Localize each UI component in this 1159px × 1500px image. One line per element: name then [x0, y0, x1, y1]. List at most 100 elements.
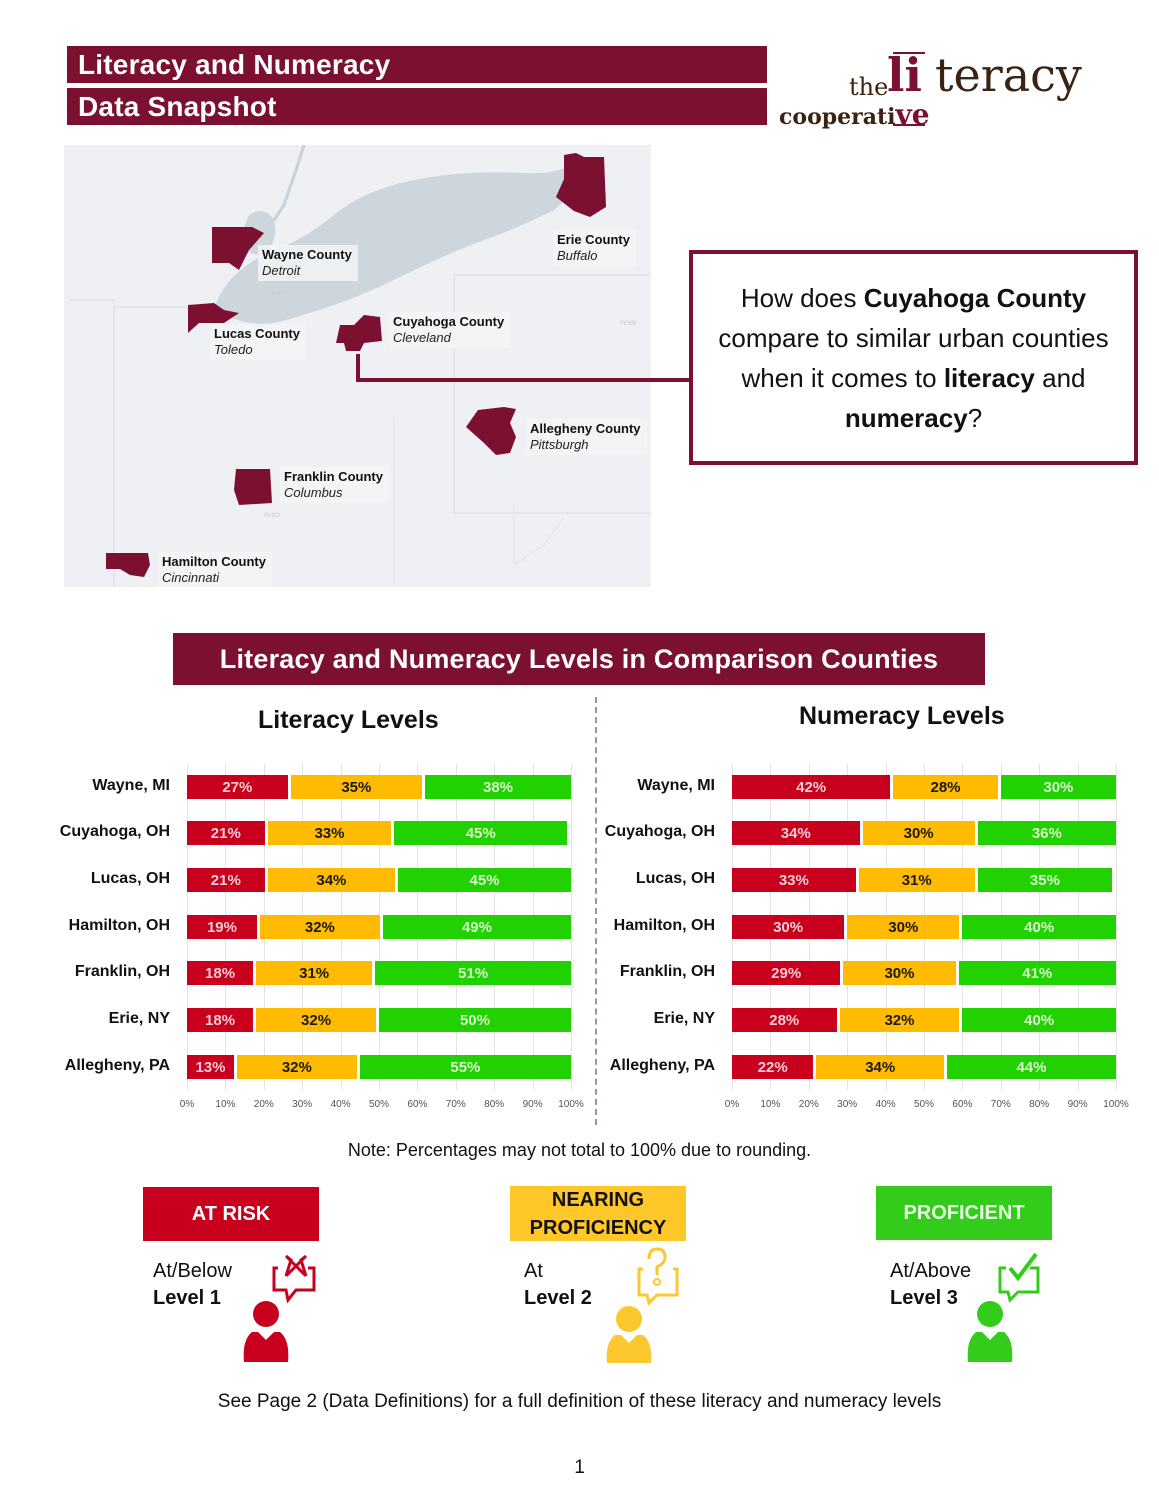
bar-segment-at-risk: 34%	[732, 821, 860, 845]
stacked-bar-row: 19% 32% 49%	[187, 915, 571, 939]
map-label-hamilton: Hamilton County Cincinnati	[158, 552, 272, 587]
legend-desc-line1: At/Below	[153, 1260, 232, 1282]
city-name: Pittsburgh	[530, 437, 589, 452]
rounding-note: Note: Percentages may not total to 100% …	[347, 1140, 812, 1160]
x-tick-label: 0%	[179, 1099, 195, 1110]
row-label: Hamilton, OH	[613, 917, 715, 934]
stacked-bar-row: 29% 30% 41%	[732, 961, 1116, 985]
county-name: Erie County	[557, 232, 630, 247]
bar-segment-proficient: 45%	[398, 868, 571, 892]
x-tick-label: 80%	[1029, 1099, 1050, 1110]
nearing-person-question-icon	[606, 1247, 679, 1363]
county-name: Lucas County	[214, 326, 300, 341]
stacked-bar-row: 18% 32% 50%	[187, 1008, 571, 1032]
callout-connector-vertical	[356, 354, 360, 382]
callout-bold-cuyahoga: Cuyahoga County	[863, 282, 1087, 313]
map-label-cuyahoga: Cuyahoga County Cleveland	[389, 312, 511, 348]
x-tick-label: 10%	[760, 1099, 781, 1110]
bar-segment-nearing: 31%	[858, 868, 975, 892]
page-number: 1	[574, 1457, 585, 1478]
legend-nearing-label: NEARING PROFICIENCY	[510, 1186, 686, 1241]
x-tick-label: 100%	[558, 1099, 584, 1110]
city-name: Cleveland	[393, 330, 451, 345]
bar-segment-proficient: 44%	[947, 1055, 1116, 1079]
bar-segment-nearing: 30%	[843, 961, 956, 985]
bar-segment-proficient: 36%	[977, 821, 1116, 845]
row-label: Lucas, OH	[635, 870, 715, 887]
bar-segment-proficient: 49%	[382, 915, 571, 939]
map-label-erie: Erie County Buffalo	[553, 230, 636, 266]
row-label: Erie, NY	[108, 1010, 170, 1027]
callout-text-3: and	[1034, 362, 1086, 393]
chart-divider	[595, 697, 597, 1125]
bar-segment-proficient: 40%	[962, 915, 1116, 939]
row-label: Wayne, MI	[92, 777, 170, 794]
stacked-bar-row: 28% 32% 40%	[732, 1008, 1116, 1032]
bar-segment-nearing: 35%	[290, 775, 423, 799]
x-tick-label: 80%	[484, 1099, 505, 1110]
x-tick-label: 20%	[253, 1099, 274, 1110]
title-line-2: Data Snapshot	[67, 88, 767, 125]
legend-proficient-label: PROFICIENT	[876, 1186, 1052, 1240]
x-tick-label: 70%	[445, 1099, 466, 1110]
x-tick-label: 10%	[215, 1099, 236, 1110]
legend-at-risk-desc: At/Below Level 1	[153, 1258, 232, 1312]
callout-text-2: compare to similar urban counties when i…	[718, 322, 1109, 393]
x-tick-label: 40%	[330, 1099, 351, 1110]
legend-desc-line2: Level 3	[890, 1287, 958, 1309]
x-tick-label: 30%	[292, 1099, 313, 1110]
stacked-bar-row: 21% 33% 45%	[187, 821, 568, 845]
stacked-bar-row: 33% 31% 35%	[732, 868, 1113, 892]
map-label-allegheny: Allegheny County Pittsburgh	[526, 419, 647, 455]
city-name: Columbus	[284, 485, 343, 500]
bar-segment-nearing: 32%	[259, 915, 380, 939]
stacked-bar-row: 18% 31% 51%	[187, 961, 571, 985]
row-label: Allegheny, PA	[64, 1057, 170, 1074]
x-tick-label: 70%	[990, 1099, 1011, 1110]
bar-segment-proficient: 30%	[1000, 775, 1116, 799]
map-label-lucas: Lucas County Toledo	[210, 324, 306, 360]
city-name: Detroit	[262, 263, 301, 278]
bar-segment-nearing: 32%	[839, 1008, 960, 1032]
gridline	[571, 764, 572, 1090]
bar-segment-proficient: 51%	[375, 961, 571, 985]
legend-desc-line2: Level 1	[153, 1287, 221, 1309]
bar-segment-nearing: 34%	[816, 1055, 945, 1079]
legend-nearing-line1: NEARING	[551, 1188, 645, 1211]
callout-connector-horizontal	[356, 378, 692, 382]
x-tick-label: 100%	[1103, 1099, 1129, 1110]
gridline	[1116, 764, 1117, 1090]
logo-ve: ve	[895, 98, 930, 131]
stacked-bar-row: 13% 32% 55%	[187, 1055, 571, 1079]
literacy-chart-title: Literacy Levels	[258, 706, 439, 734]
bar-segment-at-risk: 21%	[187, 821, 265, 845]
bar-segment-proficient: 55%	[359, 1055, 571, 1079]
stacked-bar-row: 21% 34% 45%	[187, 868, 571, 892]
title-line-1: Literacy and Numeracy	[67, 46, 767, 83]
bar-segment-at-risk: 28%	[732, 1008, 837, 1032]
bar-segment-nearing: 34%	[267, 868, 396, 892]
bar-segment-at-risk: 21%	[187, 868, 265, 892]
literacy-cooperative-logo: the li teracy cooperative	[775, 48, 1085, 131]
stacked-bar-row: 34% 30% 36%	[732, 821, 1116, 845]
county-map: OHIO OHIO PENN Wayne County Detroit Erie…	[64, 145, 651, 587]
logo-cooperati: cooperati	[779, 104, 896, 130]
legend-desc-line2: Level 2	[524, 1287, 592, 1309]
row-label: Hamilton, OH	[68, 917, 170, 934]
bar-segment-at-risk: 18%	[187, 961, 254, 985]
section-title: Literacy and Numeracy Levels in Comparis…	[173, 633, 985, 685]
legend-proficient-desc: At/Above Level 3	[890, 1258, 971, 1312]
logo-bar-bottom	[893, 124, 925, 126]
row-label: Wayne, MI	[637, 777, 715, 794]
x-tick-label: 30%	[837, 1099, 858, 1110]
bar-segment-nearing: 28%	[893, 775, 998, 799]
at-risk-person-x-icon	[243, 1254, 316, 1362]
bar-segment-proficient: 40%	[962, 1008, 1116, 1032]
x-tick-label: 20%	[798, 1099, 819, 1110]
callout-bold-literacy: literacy	[943, 362, 1035, 393]
stacked-bar-row: 27% 35% 38%	[187, 775, 571, 799]
row-label: Franklin, OH	[619, 963, 715, 980]
row-label: Erie, NY	[653, 1010, 715, 1027]
city-name: Buffalo	[557, 248, 598, 263]
bar-segment-nearing: 32%	[256, 1008, 376, 1032]
